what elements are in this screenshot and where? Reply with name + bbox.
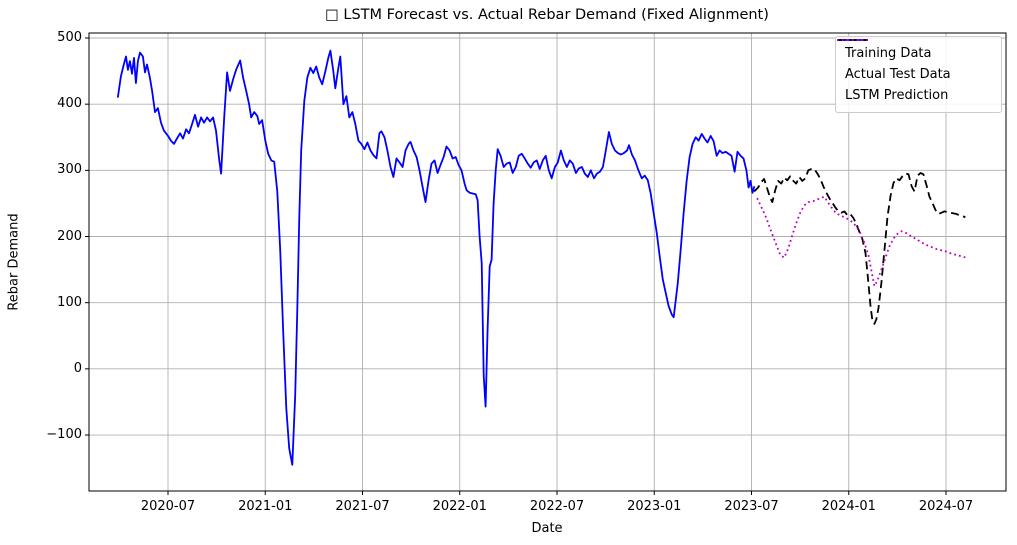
y-tick-label: 400	[57, 96, 82, 112]
series-line-actual-test-data	[753, 168, 966, 325]
legend: Training Data Actual Test Data LSTM Pred…	[835, 36, 1002, 113]
legend-item-lstm-prediction: LSTM Prediction	[837, 39, 991, 106]
y-tick-label: 200	[57, 228, 82, 244]
legend-label-training: Training Data	[845, 46, 932, 61]
series-line-training-data	[116, 49, 756, 466]
legend-item-training: Training Data	[837, 39, 991, 64]
x-tick-label: 2024-07	[918, 499, 974, 514]
legend-item-actual-test: Actual Test Data	[837, 39, 991, 85]
x-tick-label: 2023-01	[627, 499, 682, 514]
plot-border	[88, 32, 1007, 492]
x-tick-label: 2022-07	[529, 499, 585, 514]
y-tick-label: 300	[57, 162, 82, 178]
y-tick-label: 0	[73, 360, 82, 376]
y-tick-label: −100	[46, 427, 82, 443]
y-tick-label: 500	[57, 30, 82, 45]
chart-title: □ LSTM Forecast vs. Actual Rebar Demand …	[325, 7, 769, 23]
x-axis-label: Date	[531, 521, 563, 536]
x-tick-label: 2020-07	[140, 499, 196, 514]
x-tick-label: 2023-07	[724, 499, 779, 514]
legend-label-actual-test: Actual Test Data	[845, 67, 951, 82]
x-tick-label: 2022-01	[432, 499, 487, 514]
lstm-prediction-line-sample-icon	[837, 39, 868, 41]
x-tick-label: 2021-07	[335, 499, 390, 514]
x-tick-label: 2021-01	[238, 499, 293, 514]
legend-label-lstm-prediction: LSTM Prediction	[845, 88, 949, 103]
y-tick-label: 100	[57, 294, 82, 310]
x-tick-label: 2024-01	[821, 499, 876, 514]
